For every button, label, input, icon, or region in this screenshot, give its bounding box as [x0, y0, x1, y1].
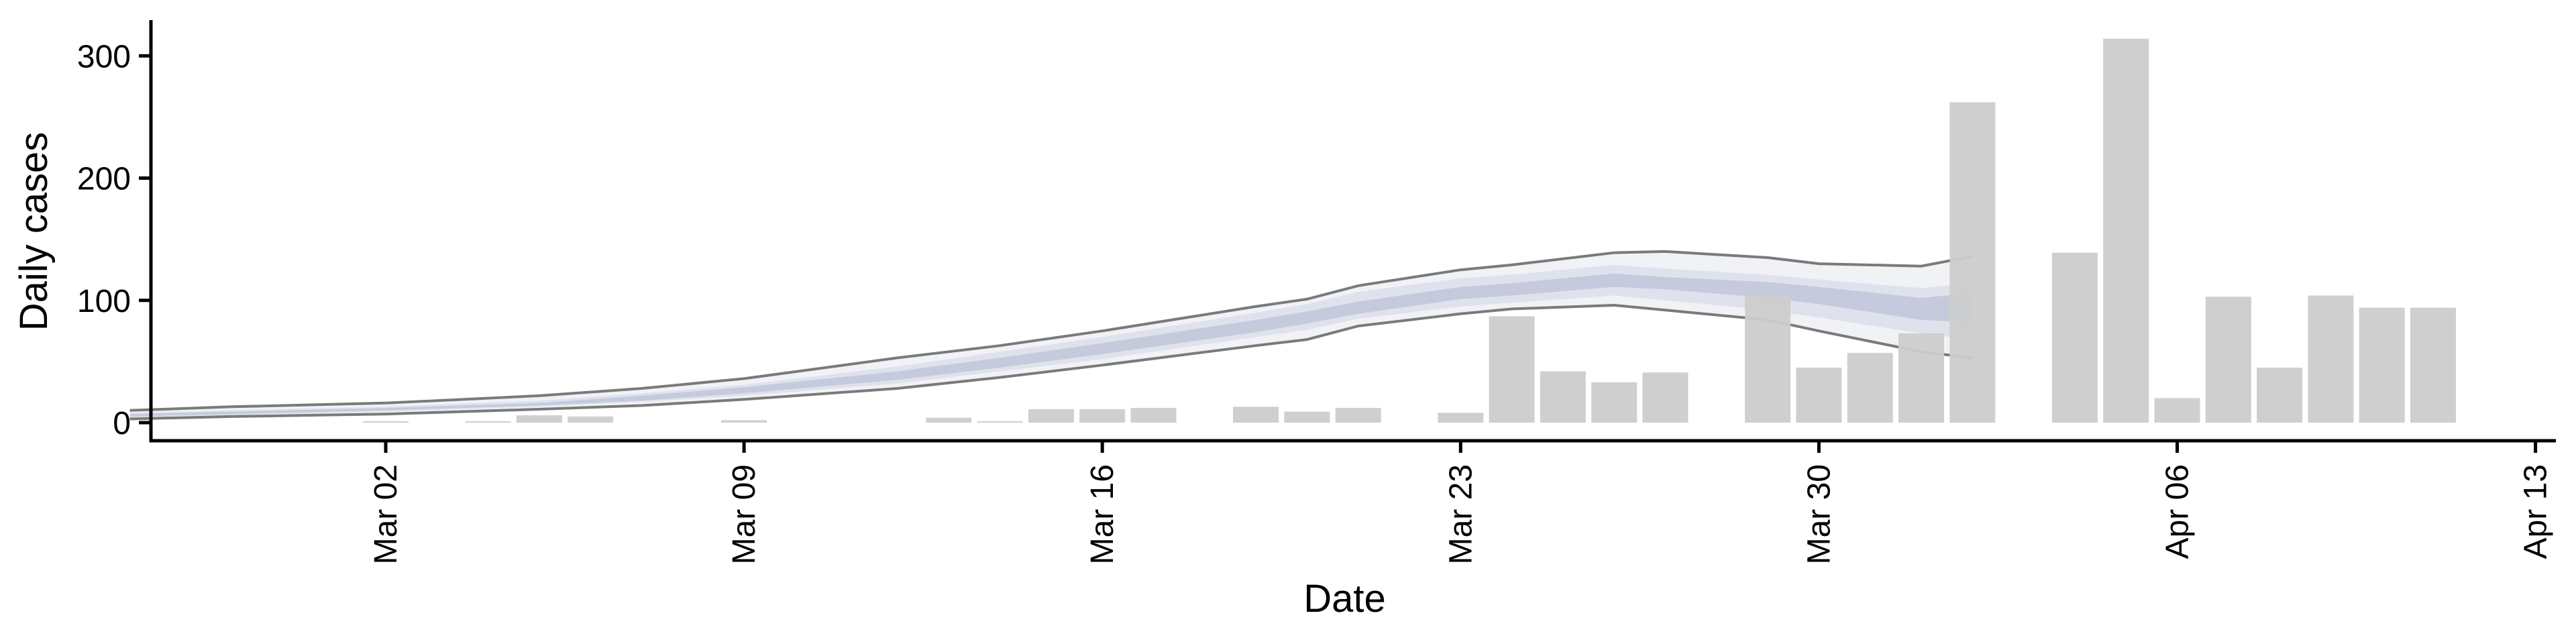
- bar-2020-03-04: [465, 421, 511, 423]
- x-tick-label: Mar 02: [368, 464, 404, 564]
- y-tick-label: 0: [113, 406, 131, 441]
- bar-2020-03-23: [1438, 413, 1484, 423]
- x-tick-label: Apr 06: [2160, 464, 2196, 559]
- bar-2020-03-16: [1079, 409, 1126, 423]
- bar-2020-04-11: [2410, 307, 2456, 423]
- bar-2020-04-02: [1949, 102, 1996, 423]
- x-tick-label: Mar 16: [1085, 464, 1120, 564]
- bar-2020-04-10: [2359, 307, 2405, 423]
- y-tick-label: 300: [77, 39, 131, 74]
- x-ticks: Mar 02 Mar 09 Mar 16 Mar 23 Mar 30 Apr 06 Apr …: [368, 441, 2554, 564]
- bar-2020-03-20: [1284, 411, 1330, 423]
- bar-2020-04-04: [2051, 252, 2098, 423]
- y-axis-title: Daily cases: [12, 132, 56, 331]
- x-tick-label: Apr 13: [2518, 464, 2554, 559]
- bar-2020-04-09: [2308, 295, 2354, 423]
- y-ticks: 0 100 200 300: [77, 39, 151, 441]
- bar-2020-03-02: [363, 421, 409, 423]
- y-tick-label: 100: [77, 284, 131, 319]
- x-tick-label: Mar 09: [727, 464, 762, 564]
- ribbon-mid-band: [129, 264, 1973, 418]
- bar-2020-03-26: [1591, 382, 1638, 423]
- bar-2020-03-31: [1847, 353, 1893, 423]
- ribbon-layer: [129, 250, 1973, 421]
- bar-2020-03-17: [1130, 408, 1177, 423]
- bar-2020-03-09: [721, 420, 767, 423]
- bar-2020-03-21: [1335, 408, 1381, 423]
- y-tick-label: 200: [77, 162, 131, 197]
- bar-2020-03-27: [1642, 372, 1688, 423]
- bar-2020-04-07: [2205, 297, 2251, 423]
- bar-2020-04-01: [1898, 333, 1944, 423]
- bar-2020-03-24: [1489, 316, 1535, 423]
- x-tick-label: Mar 23: [1443, 464, 1479, 564]
- bar-2020-03-30: [1796, 368, 1842, 423]
- bar-2020-04-05: [2103, 38, 2149, 423]
- bar-2020-03-13: [926, 417, 972, 423]
- bar-2020-03-14: [977, 421, 1023, 423]
- bar-2020-03-19: [1233, 407, 1279, 423]
- ribbon-inner-band: [129, 273, 1973, 417]
- bar-2020-04-08: [2257, 368, 2303, 423]
- bar-2020-03-25: [1540, 371, 1586, 423]
- bar-2020-04-06: [2154, 398, 2200, 423]
- x-tick-label: Mar 30: [1801, 464, 1837, 564]
- axes-layer: [149, 20, 2556, 443]
- ribbon-upper-edge: [129, 250, 1973, 412]
- bar-2020-03-06: [568, 416, 614, 423]
- bar-2020-03-05: [516, 415, 562, 423]
- bar-2020-03-15: [1028, 409, 1074, 423]
- x-axis-title: Date: [1303, 577, 1386, 621]
- bar-2020-03-29: [1745, 295, 1791, 423]
- bars-layer: [363, 38, 2456, 423]
